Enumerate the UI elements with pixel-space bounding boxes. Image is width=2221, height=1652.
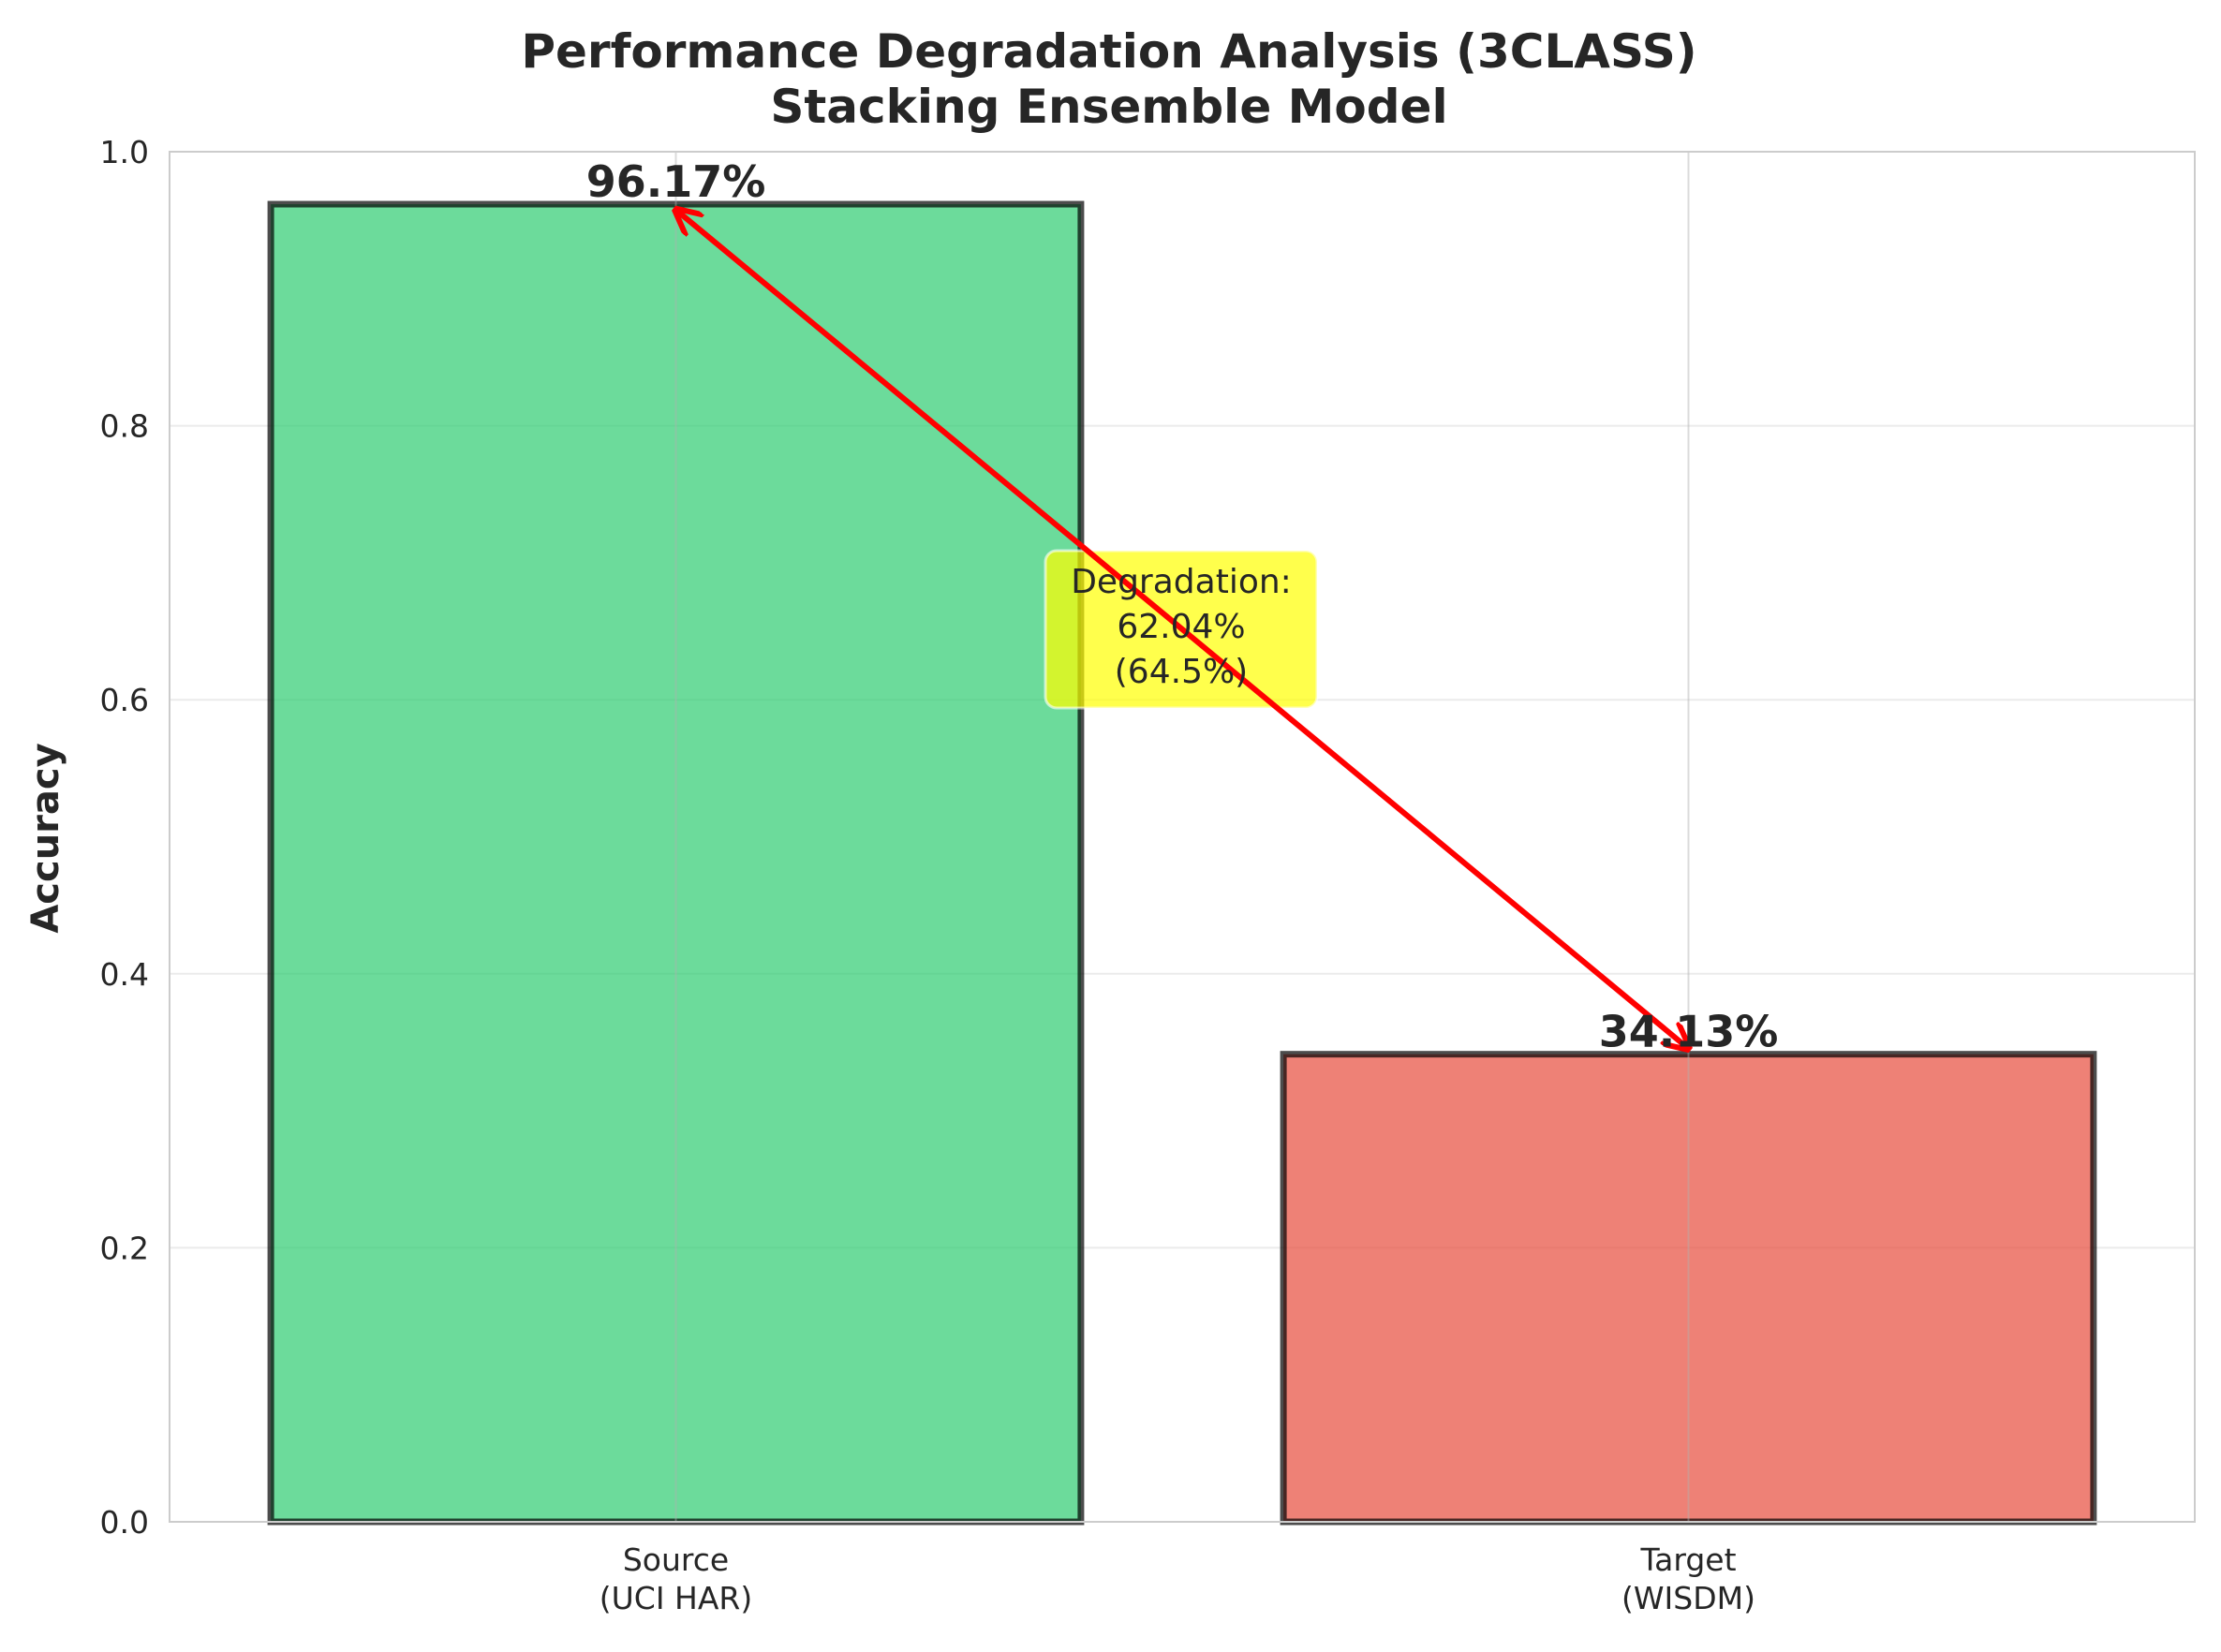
degradation-arrow [676, 210, 1689, 1049]
plot-frame [169, 151, 2196, 1523]
bar [1280, 1051, 2097, 1526]
y-axis-label: Accuracy [24, 743, 67, 933]
degradation-annotation: Degradation: 62.04% (64.5%) [676, 210, 1689, 1049]
y-tick-label: 0.4 [100, 956, 149, 993]
x-tick-label-line-2: (WISDM) [1621, 1580, 1755, 1616]
bar-value-label: 34.13% [1599, 1007, 1779, 1057]
y-tick-label: 1.0 [100, 134, 149, 170]
y-axis-ticks: 0.0 0.2 0.4 0.6 0.8 1.0 [100, 134, 149, 1541]
x-axis-ticks: Source(UCI HAR) Target(WISDM) [600, 1541, 1755, 1616]
annotation-line-2: 62.04% [1117, 608, 1245, 646]
y-tick-label: 0.8 [100, 408, 149, 445]
x-tick-label-line-2: (UCI HAR) [600, 1580, 753, 1616]
y-tick-label: 0.2 [100, 1230, 149, 1266]
chart-title: Performance Degradation Analysis (3CLASS… [521, 24, 1696, 79]
x-tick-label-line-1: Target [1639, 1541, 1736, 1578]
x-tick-label-line-1: Source [623, 1541, 729, 1578]
y-tick-label: 0.0 [100, 1504, 149, 1541]
value-labels: 96.17% 34.13% [586, 156, 1779, 1057]
bar-layer [267, 200, 2097, 1526]
chart-subtitle: Stacking Ensemble Model [770, 80, 1447, 134]
y-tick-label: 0.6 [100, 682, 149, 718]
annotation-line-3: (64.5%) [1115, 653, 1248, 691]
annotation-line-1: Degradation: [1071, 563, 1292, 601]
bar-value-label: 96.17% [586, 156, 766, 207]
